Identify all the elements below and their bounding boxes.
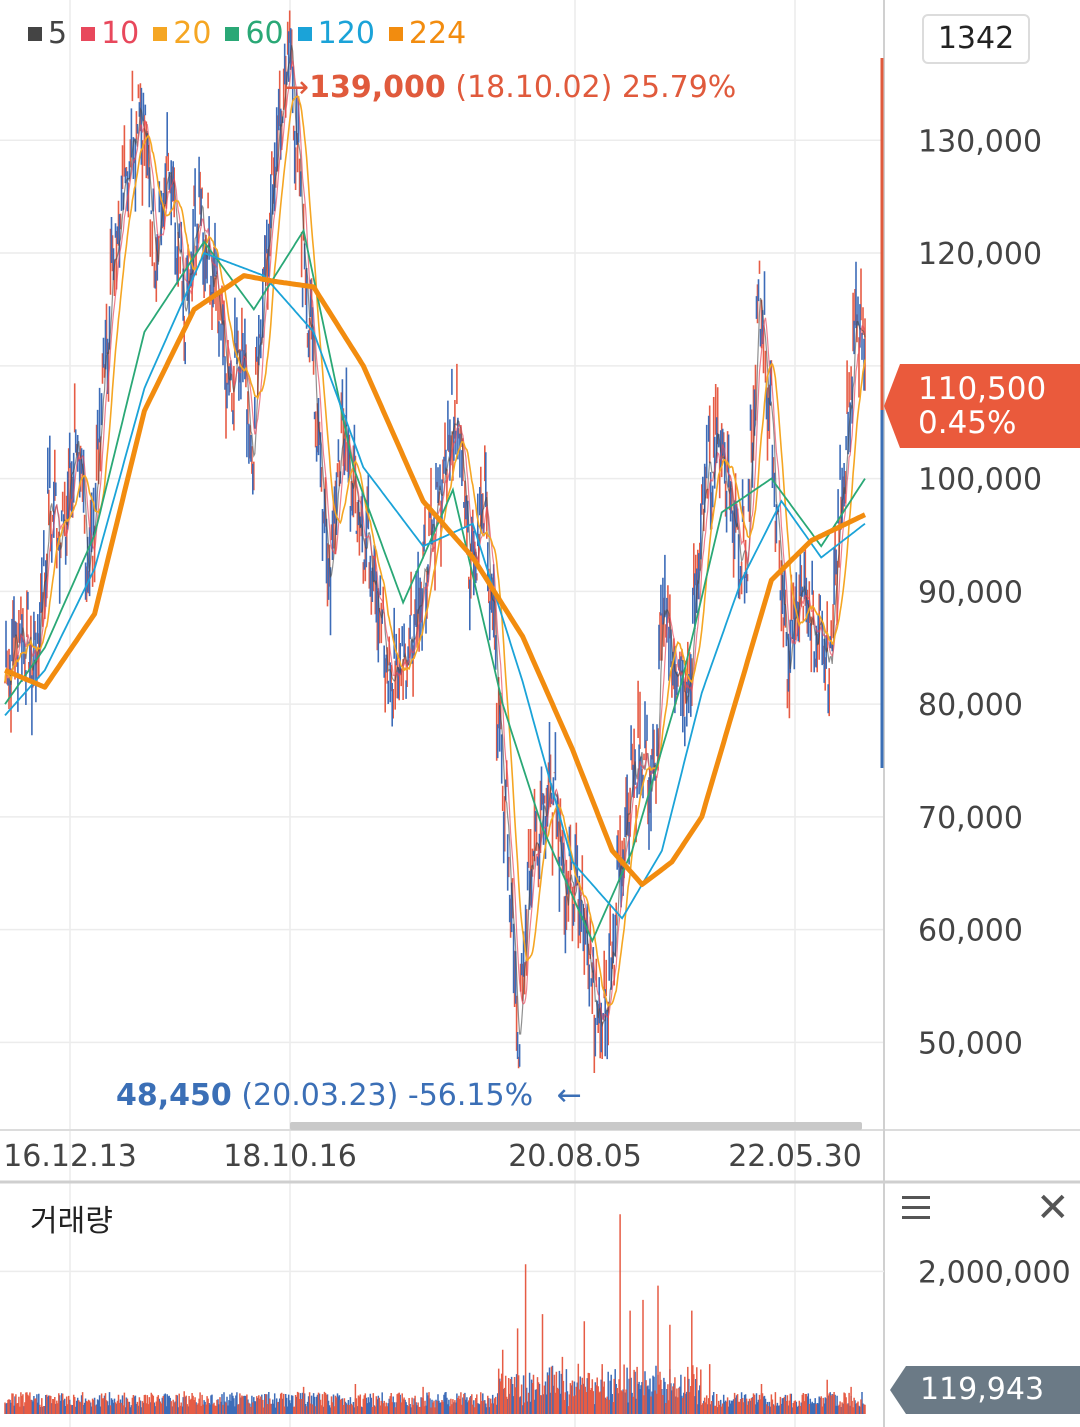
gridlines	[0, 0, 884, 1427]
volume-bars-down	[5, 1365, 864, 1414]
x-tick-label: 20.08.05	[508, 1139, 642, 1174]
price-series	[4, 10, 867, 1073]
y-tick-label: 90,000	[918, 575, 1023, 610]
ma10-line	[4, 60, 866, 1021]
legend-item-120[interactable]: 120	[297, 16, 375, 51]
current-volume-tag: 119,943	[890, 1366, 1080, 1414]
x-axis-labels: 16.12.13 18.10.16 20.08.05 22.05.30	[3, 1139, 862, 1174]
low-pct: -56.15%	[407, 1078, 534, 1113]
scroll-bar[interactable]	[290, 1122, 862, 1130]
y-tick-label: 80,000	[918, 688, 1023, 723]
low-price: 48,450	[116, 1078, 232, 1113]
legend-swatch	[225, 26, 240, 41]
high-date: (18.10.02)	[455, 70, 613, 105]
ma224-line	[4, 273, 867, 887]
ma60-line	[4, 228, 866, 944]
legend-label: 60	[245, 16, 284, 51]
x-tick-label: 18.10.16	[223, 1139, 357, 1174]
x-tick-label: 22.05.30	[728, 1139, 862, 1174]
high-arrow-icon: →	[284, 70, 310, 105]
low-arrow-icon: ←	[556, 1078, 582, 1113]
y-tick-label: 120,000	[918, 237, 1042, 272]
high-price: 139,000	[309, 70, 446, 105]
y-tick-label: 130,000	[918, 124, 1042, 159]
legend-label: 20	[173, 16, 212, 51]
x-tick-label: 16.12.13	[3, 1139, 137, 1174]
y-tick-label: 60,000	[918, 914, 1023, 949]
volume-tick-label: 2,000,000	[918, 1255, 1071, 1290]
y-tick-label: 70,000	[918, 801, 1023, 836]
legend-item-224[interactable]: 224	[388, 16, 467, 51]
close-icon[interactable]: ✕	[1036, 1185, 1070, 1231]
legend-swatch	[153, 26, 168, 41]
high-annotation: →139,000 (18.10.02) 25.79%	[284, 70, 736, 105]
legend-swatch	[388, 26, 403, 41]
current-change: 0.45%	[918, 405, 1017, 441]
ma20-line	[4, 95, 866, 1008]
legend-label: 10	[101, 16, 140, 51]
legend-swatch	[28, 26, 42, 41]
candle-count[interactable]: 1342	[922, 14, 1030, 64]
low-date: (20.03.23)	[241, 1078, 399, 1113]
menu-icon[interactable]	[902, 1196, 930, 1220]
ma-legend: 5 10 20 60 120 224	[28, 16, 466, 51]
current-price-tag: 110,500 0.45%	[884, 364, 1080, 448]
ma120-line	[4, 251, 866, 920]
current-price: 110,500	[918, 371, 1047, 407]
low-annotation: 48,450 (20.03.23) -56.15% ←	[116, 1078, 582, 1113]
volume-title: 거래량	[30, 1204, 113, 1239]
y-tick-label: 100,000	[918, 463, 1042, 498]
volume-bars: 2,000,000	[0, 1214, 1071, 1414]
legend-label: 5	[48, 16, 68, 51]
legend-item-10[interactable]: 10	[81, 16, 139, 51]
legend-item-60[interactable]: 60	[225, 16, 284, 51]
y-axis-labels: 50,000 60,000 70,000 80,000 90,000 100,000 120…	[918, 124, 1042, 1061]
y-tick-label: 50,000	[918, 1026, 1023, 1061]
volume-bars-up	[4, 1214, 866, 1414]
legend-item-20[interactable]: 20	[153, 16, 211, 51]
legend-item-5[interactable]: 5	[28, 16, 67, 51]
legend-label: 120	[317, 16, 375, 51]
legend-label: 224	[408, 16, 467, 51]
high-pct: 25.79%	[621, 70, 737, 105]
legend-swatch	[81, 26, 96, 41]
legend-swatch	[297, 26, 312, 41]
